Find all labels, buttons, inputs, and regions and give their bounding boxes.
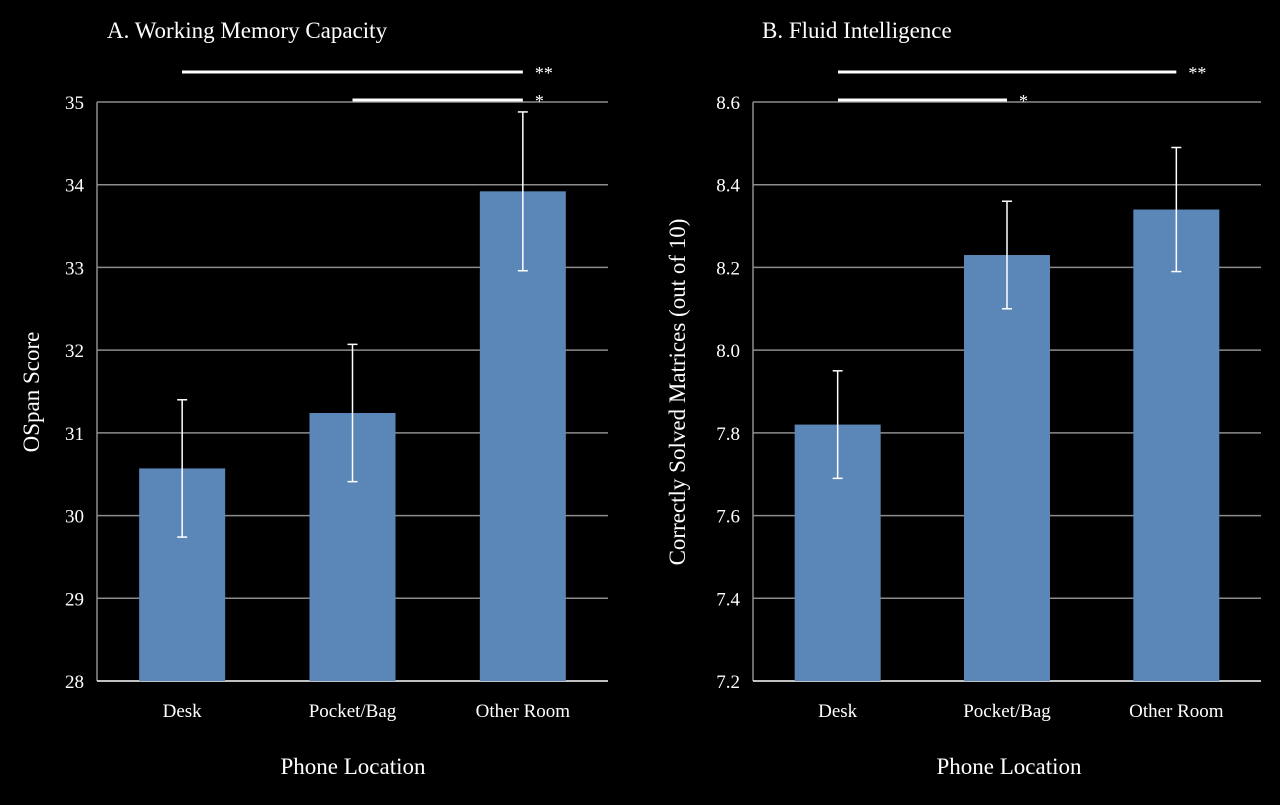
x-tick-label: Other Room xyxy=(1129,701,1224,722)
y-tick-label: 28 xyxy=(65,672,84,693)
chart-title: B. Fluid Intelligence xyxy=(762,18,952,43)
bar xyxy=(479,191,566,681)
x-tick-label: Other Room xyxy=(476,701,571,722)
chart-title: A. Working Memory Capacity xyxy=(107,18,388,43)
x-tick-label: Pocket/Bag xyxy=(309,701,397,722)
y-tick-label: 34 xyxy=(65,176,85,197)
y-tick-label: 35 xyxy=(65,93,84,114)
y-tick-label: 33 xyxy=(65,258,84,279)
bar xyxy=(1133,209,1220,681)
significance-label: ** xyxy=(535,63,553,83)
y-tick-label: 7.2 xyxy=(716,672,740,693)
y-tick-label: 8.2 xyxy=(716,258,740,279)
x-tick-label: Desk xyxy=(163,701,203,722)
y-tick-label: 7.6 xyxy=(716,507,740,528)
panel-fluid-intelligence: B. Fluid Intelligence Phone Location Cor… xyxy=(665,18,1261,779)
x-tick-label: Desk xyxy=(818,701,858,722)
y-tick-label: 31 xyxy=(65,424,84,445)
panel-working-memory: A. Working Memory Capacity Phone Locatio… xyxy=(19,18,608,779)
x-axis-label: Phone Location xyxy=(281,754,426,779)
y-tick-label: 8.0 xyxy=(716,341,740,362)
y-axis-label: OSpan Score xyxy=(19,332,44,453)
y-axis-label: Correctly Solved Matrices (out of 10) xyxy=(665,219,690,566)
y-tick-label: 8.4 xyxy=(716,176,740,197)
x-axis-label: Phone Location xyxy=(937,754,1082,779)
y-tick-label: 7.4 xyxy=(716,589,740,610)
y-tick-label: 7.8 xyxy=(716,424,740,445)
y-tick-label: 8.6 xyxy=(716,93,740,114)
y-tick-label: 29 xyxy=(65,589,84,610)
significance-label: ** xyxy=(1188,63,1206,83)
y-tick-label: 32 xyxy=(65,341,84,362)
x-tick-label: Pocket/Bag xyxy=(963,701,1051,722)
significance-label: * xyxy=(1019,91,1028,111)
significance-label: * xyxy=(535,91,544,111)
y-tick-label: 30 xyxy=(65,507,84,528)
bar xyxy=(964,255,1050,681)
